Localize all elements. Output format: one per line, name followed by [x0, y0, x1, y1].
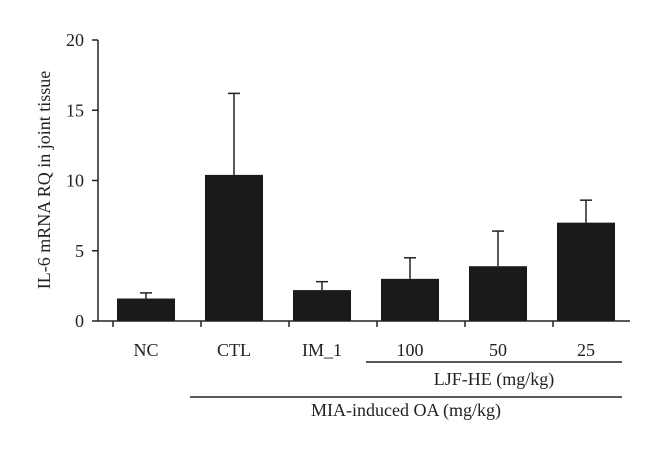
bar-100	[381, 278, 439, 321]
category-label: 50	[489, 340, 507, 360]
bar-25	[557, 222, 615, 321]
bar-50	[469, 266, 527, 321]
y-tick-label: 20	[66, 30, 84, 50]
bars	[117, 174, 615, 321]
category-label: CTL	[217, 340, 251, 360]
y-tick-label: 15	[66, 100, 84, 120]
category-label: 100	[397, 340, 424, 360]
y-tick-label: 0	[75, 311, 84, 331]
error-bars	[140, 92, 592, 299]
category-labels: NC CTL IM_1 100 50 25	[133, 340, 595, 360]
y-tick-label: 10	[66, 171, 84, 191]
y-axis: 0 5 10 15 20	[66, 30, 99, 331]
group-label: MIA-induced OA (mg/kg)	[311, 400, 501, 421]
group-label: LJF-HE (mg/kg)	[434, 369, 555, 390]
category-label: 25	[577, 340, 595, 360]
y-axis-label: IL-6 mRNA RQ in joint tissue	[34, 71, 54, 290]
y-tick-label: 5	[75, 241, 84, 261]
bar-nc	[117, 298, 175, 321]
x-axis	[98, 320, 630, 327]
bar-ctl	[205, 174, 263, 321]
bar-im-1	[293, 290, 351, 321]
category-label: IM_1	[302, 340, 342, 360]
group-brackets: LJF-HE (mg/kg) MIA-induced OA (mg/kg)	[190, 361, 622, 421]
category-label: NC	[133, 340, 158, 360]
